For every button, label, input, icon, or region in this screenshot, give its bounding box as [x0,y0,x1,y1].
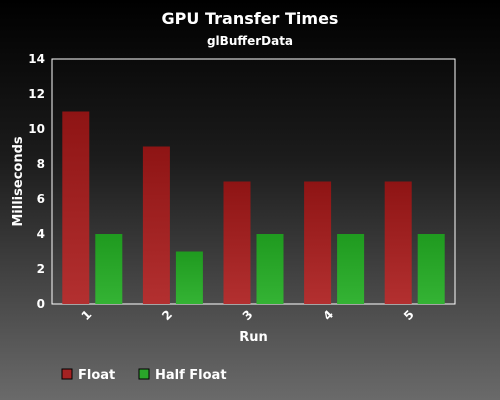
x-axis-label: Run [239,330,268,345]
legend-label-float: Float [78,368,115,383]
y-tick-label: 4 [37,227,45,241]
bar-float-run-2 [142,146,170,304]
y-tick-label: 8 [37,157,45,171]
legend-swatch-half-float [138,368,150,380]
y-tick-label: 10 [28,122,45,136]
bar-half-float-run-5 [417,234,445,304]
bar-half-float-run-3 [256,234,284,304]
legend: Float Half Float [61,368,227,383]
y-axis-label: Milliseconds [11,136,26,227]
y-tick-label: 14 [28,52,45,66]
x-tick-label: 4 [320,307,336,323]
bar-float-run-4 [304,181,332,304]
legend-label-half-float: Half Float [155,368,227,383]
x-axis-ticks: 1 2 3 4 5 [79,307,417,323]
bars [62,111,445,304]
y-tick-label: 12 [28,87,45,101]
chart-title: GPU Transfer Times [162,9,339,28]
bar-half-float-run-4 [337,234,365,304]
legend-swatch-float [61,368,73,380]
bar-float-run-3 [223,181,251,304]
bar-half-float-run-1 [95,234,123,304]
x-tick-label: 5 [401,307,417,323]
x-tick-label: 2 [159,307,175,323]
plot-frame [51,58,456,305]
y-tick-label: 2 [37,262,45,276]
chart-subtitle: glBufferData [207,34,293,48]
x-tick-label: 3 [240,307,256,323]
y-tick-label: 6 [37,192,45,206]
bar-float-run-1 [62,111,90,304]
y-tick-label: 0 [37,297,45,311]
bar-half-float-run-2 [175,251,203,304]
plot-area [51,58,456,305]
x-tick-label: 1 [79,307,95,323]
bar-float-run-5 [384,181,412,304]
y-axis-ticks: 0 2 4 6 8 10 12 14 [28,52,45,311]
